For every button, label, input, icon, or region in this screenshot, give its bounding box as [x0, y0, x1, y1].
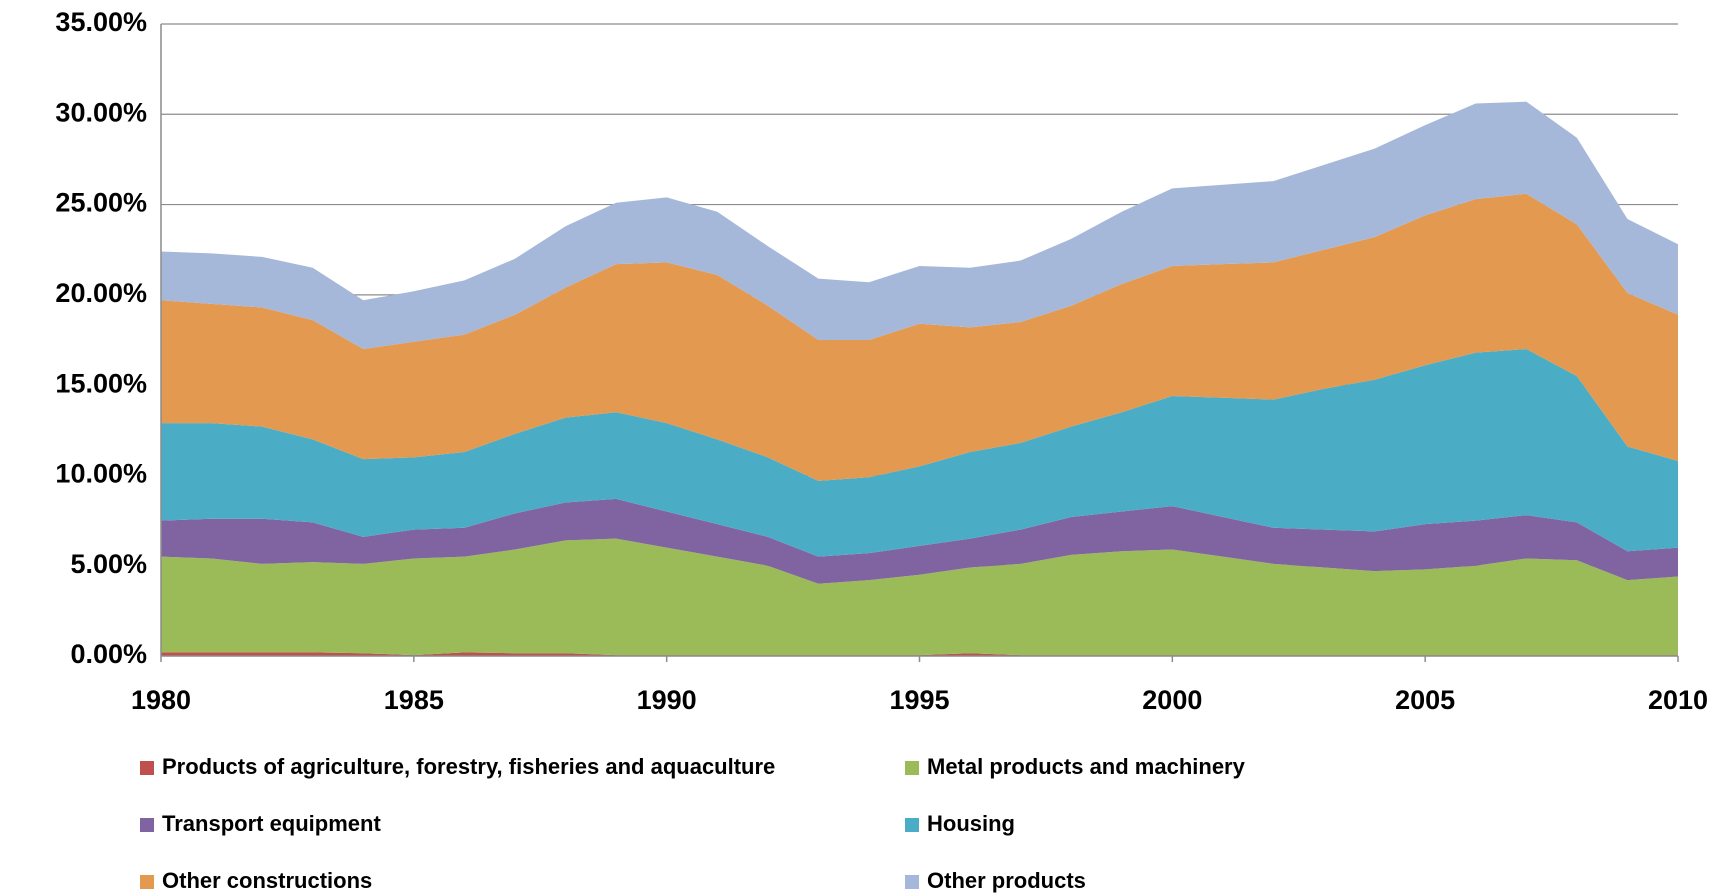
- x-tick-label: 2005: [1395, 685, 1455, 715]
- legend-label: Other products: [927, 868, 1086, 893]
- area: [161, 538, 1678, 656]
- legend-label: Metal products and machinery: [927, 754, 1246, 779]
- legend-label: Housing: [927, 811, 1015, 836]
- x-tick-label: 1990: [637, 685, 697, 715]
- y-tick-label: 30.00%: [55, 97, 147, 127]
- legend-label: Transport equipment: [162, 811, 381, 836]
- y-tick-label: 0.00%: [70, 639, 147, 669]
- legend-label: Products of agriculture, forestry, fishe…: [162, 754, 775, 779]
- area: [161, 349, 1678, 557]
- y-tick-label: 25.00%: [55, 188, 147, 218]
- legend-label: Other constructions: [162, 868, 372, 893]
- y-tick-label: 35.00%: [55, 7, 147, 37]
- y-tick-label: 20.00%: [55, 278, 147, 308]
- area: [161, 193, 1678, 481]
- area: [161, 498, 1678, 584]
- area: [161, 101, 1678, 350]
- legend-swatch: [140, 761, 154, 775]
- legend-swatch: [905, 818, 919, 832]
- legend-swatch: [140, 818, 154, 832]
- legend-swatch: [905, 761, 919, 775]
- y-tick-label: 10.00%: [55, 459, 147, 489]
- x-tick-label: 1985: [384, 685, 444, 715]
- x-tick-label: 2010: [1648, 685, 1708, 715]
- y-tick-label: 5.00%: [70, 549, 147, 579]
- x-tick-label: 1980: [131, 685, 191, 715]
- legend-swatch: [905, 875, 919, 889]
- y-tick-label: 15.00%: [55, 368, 147, 398]
- legend-swatch: [140, 875, 154, 889]
- x-tick-label: 1995: [889, 685, 949, 715]
- x-tick-label: 2000: [1142, 685, 1202, 715]
